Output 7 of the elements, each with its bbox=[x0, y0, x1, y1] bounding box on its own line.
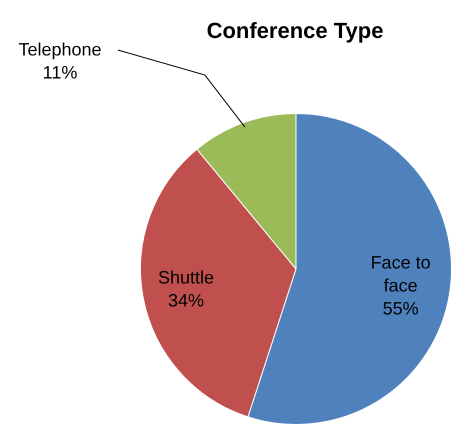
chart-title: Conference Type bbox=[206, 18, 384, 44]
slice-label: Face to face bbox=[370, 252, 431, 296]
slice-label: Telephone bbox=[18, 39, 102, 60]
data-label: 11% bbox=[42, 62, 78, 82]
data-label: 55% bbox=[382, 298, 419, 318]
data-label: 34% bbox=[168, 290, 204, 310]
slice-label: Shuttle bbox=[158, 267, 214, 288]
